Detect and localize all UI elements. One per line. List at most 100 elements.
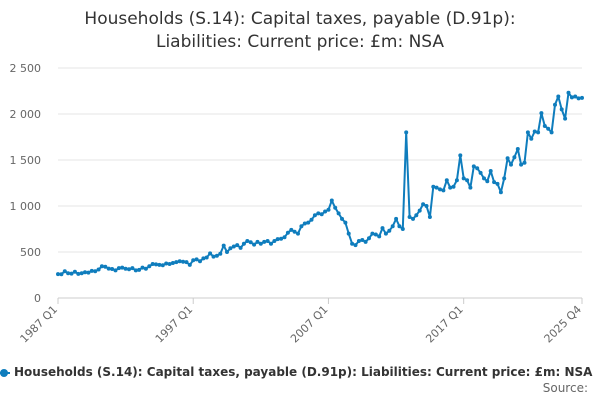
data-point — [454, 178, 459, 183]
data-point — [532, 129, 537, 134]
data-point — [546, 126, 551, 131]
data-point — [367, 236, 371, 241]
data-point — [127, 267, 131, 272]
data-point — [275, 237, 280, 242]
data-point — [248, 240, 253, 245]
data-point — [133, 268, 138, 273]
data-point — [225, 250, 229, 254]
data-point — [559, 107, 564, 112]
series-line — [57, 91, 583, 276]
data-point — [515, 147, 520, 151]
data-point — [394, 216, 399, 221]
data-point — [383, 231, 388, 236]
data-point — [174, 260, 179, 265]
data-point — [542, 124, 547, 128]
data-point — [137, 267, 142, 272]
data-point — [187, 262, 192, 267]
data-point — [312, 213, 317, 218]
data-point — [465, 178, 470, 183]
data-point — [147, 264, 152, 269]
data-point — [123, 266, 128, 271]
data-point — [106, 266, 111, 271]
data-point — [471, 164, 476, 169]
data-point — [326, 207, 331, 212]
data-point — [143, 266, 148, 271]
chart-title: Households (S.14): Capital taxes, payabl… — [0, 8, 600, 54]
data-point — [306, 220, 311, 225]
data-point — [319, 212, 324, 217]
data-point — [323, 209, 328, 214]
y-tick-label: 2 500 — [10, 62, 42, 75]
data-point — [482, 176, 486, 181]
data-point — [356, 239, 361, 243]
data-point — [110, 267, 115, 271]
data-point — [279, 236, 284, 241]
data-point — [569, 95, 574, 100]
data-point — [529, 136, 534, 141]
data-point — [79, 271, 84, 276]
chart-title-line-1: Households (S.14): Capital taxes, payabl… — [84, 9, 516, 29]
data-point — [411, 216, 415, 221]
data-point — [340, 216, 344, 221]
data-point — [576, 96, 581, 101]
data-point — [309, 217, 314, 222]
data-point — [370, 231, 375, 236]
data-point — [414, 213, 419, 218]
data-point — [404, 130, 409, 135]
data-point — [505, 156, 510, 161]
x-tick-label: 2017 Q1 — [423, 303, 466, 346]
data-point — [373, 232, 378, 237]
data-point — [522, 160, 527, 165]
data-point — [549, 130, 554, 135]
data-point — [448, 185, 453, 190]
data-point — [265, 239, 270, 243]
series-layer — [56, 90, 584, 277]
data-point — [363, 239, 368, 244]
data-point — [76, 271, 81, 276]
data-point — [231, 244, 236, 249]
data-point — [451, 184, 456, 189]
data-point — [353, 243, 358, 248]
data-point — [302, 221, 307, 226]
data-point — [519, 162, 524, 167]
legend-dot-icon — [0, 369, 8, 377]
data-point — [140, 265, 145, 270]
legend-label: Households (S.14): Capital taxes, payabl… — [14, 365, 593, 379]
data-point — [380, 226, 385, 231]
data-point — [478, 170, 483, 175]
data-point — [316, 211, 321, 216]
data-point — [130, 266, 135, 271]
data-point — [390, 224, 395, 229]
data-point — [241, 241, 246, 246]
y-tick-label: 0 — [34, 292, 41, 305]
data-point — [400, 227, 405, 231]
data-point — [458, 153, 463, 158]
data-point — [214, 253, 219, 258]
data-point — [431, 184, 436, 189]
data-point — [492, 180, 497, 185]
data-point — [438, 187, 442, 192]
data-point — [556, 94, 561, 99]
data-point — [427, 215, 432, 219]
data-point — [93, 269, 98, 274]
data-point — [218, 251, 223, 256]
data-point — [580, 95, 584, 100]
x-tick-label: 2025 Q4 — [542, 303, 585, 346]
data-point — [343, 220, 348, 225]
y-tick-label: 1 000 — [10, 200, 42, 213]
x-tick-label: 1997 Q1 — [153, 303, 196, 346]
data-point — [360, 238, 365, 242]
data-point — [539, 111, 544, 116]
data-point — [468, 185, 473, 190]
data-point — [116, 266, 121, 271]
data-point — [170, 261, 175, 265]
data-point — [553, 102, 557, 107]
data-point — [333, 205, 338, 210]
data-point — [485, 179, 490, 184]
data-point — [164, 261, 169, 266]
data-point — [512, 155, 517, 160]
data-point — [150, 262, 155, 266]
data-point — [255, 239, 260, 244]
data-point — [86, 270, 91, 275]
data-point — [59, 272, 64, 277]
